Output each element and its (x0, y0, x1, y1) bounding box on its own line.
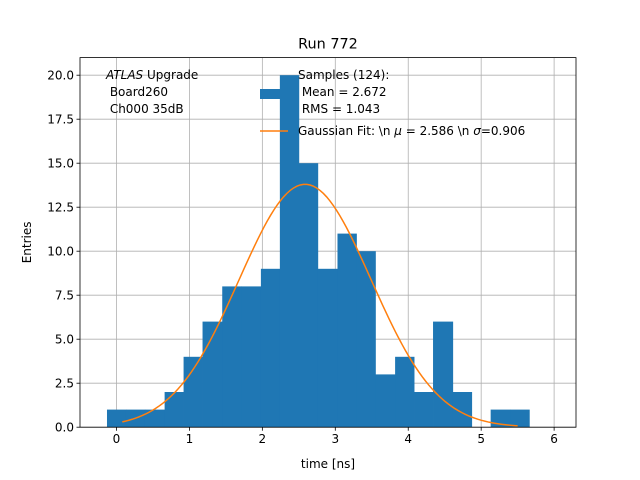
y-tick-label: 12.5 (47, 200, 74, 214)
legend-fit-sigma-value: =0.906 (481, 124, 525, 138)
histogram-bar (452, 392, 473, 428)
histogram-bar (222, 286, 242, 428)
legend-fit-mu-value: = 2.586 \n (402, 124, 473, 138)
y-tick-label: 7.5 (55, 288, 74, 302)
histogram-bar (164, 392, 184, 428)
legend-samples-line-3: RMS = 1.043 (298, 102, 380, 116)
x-tick-label: 0 (113, 432, 121, 446)
y-tick-label: 10.0 (47, 244, 74, 258)
histogram-bar (260, 268, 281, 428)
histogram-bars (106, 75, 530, 428)
histogram-bar (375, 374, 396, 428)
legend-fit-label: Gaussian Fit: \n μ = 2.586 \n σ=0.906 (298, 124, 525, 138)
histogram-bar (202, 321, 223, 428)
y-axis-ticks: 0.0 2.5 5.0 7.5 10.0 12.5 15.0 17.5 20.0 (47, 68, 80, 434)
x-tick-label: 5 (477, 432, 485, 446)
annotation-line-2: Board260 (106, 85, 168, 99)
legend-fit-sigma: σ (473, 124, 481, 138)
histogram-bar (510, 409, 530, 428)
legend: Samples (124): Mean = 2.672 RMS = 1.043 … (260, 68, 525, 138)
chart-title: Run 772 (298, 37, 358, 53)
atlas-annotation: ATLAS Upgrade Board260 Ch000 35dB (105, 68, 198, 116)
x-tick-label: 3 (331, 432, 339, 446)
y-tick-label: 5.0 (55, 332, 74, 346)
y-tick-label: 17.5 (47, 112, 74, 126)
legend-fit-mu: μ (393, 124, 402, 138)
histogram-bar (414, 392, 434, 428)
histogram-bar (279, 75, 300, 428)
y-tick-label: 20.0 (47, 68, 74, 82)
histogram-bar (298, 163, 319, 428)
legend-fit-prefix: Gaussian Fit: \n (298, 124, 394, 138)
y-tick-label: 2.5 (55, 376, 74, 390)
legend-samples-line-1: Samples (124): (298, 68, 389, 82)
histogram-bar (106, 409, 127, 428)
y-tick-label: 15.0 (47, 156, 74, 170)
histogram-bar (183, 356, 203, 428)
histogram-bar (395, 356, 415, 428)
histogram-bar (241, 286, 262, 428)
histogram-bar (337, 233, 357, 428)
plot-frame (79, 57, 577, 428)
annotation-line-1-rest: Upgrade (143, 68, 198, 82)
y-tick-label: 0.0 (55, 420, 74, 434)
x-axis-ticks: 0 1 2 3 4 5 6 (113, 427, 558, 446)
legend-samples-swatch (260, 89, 288, 99)
x-tick-label: 2 (259, 432, 267, 446)
gaussian-fit-curve (122, 183, 518, 427)
histogram-bar (356, 251, 376, 428)
legend-samples-line-2: Mean = 2.672 (298, 85, 387, 99)
annotation-line-1: ATLAS Upgrade (105, 68, 198, 82)
x-tick-label: 6 (550, 432, 558, 446)
annotation-line-3: Ch000 35dB (106, 102, 184, 116)
x-tick-label: 1 (186, 432, 194, 446)
y-axis-label: Entries (20, 222, 34, 264)
histogram-bar (433, 321, 454, 428)
x-axis-label: time [ns] (301, 457, 355, 471)
histogram-bar (317, 268, 338, 428)
histogram-bar (144, 409, 166, 428)
annotation-italic: ATLAS (105, 68, 144, 82)
x-tick-label: 4 (404, 432, 412, 446)
